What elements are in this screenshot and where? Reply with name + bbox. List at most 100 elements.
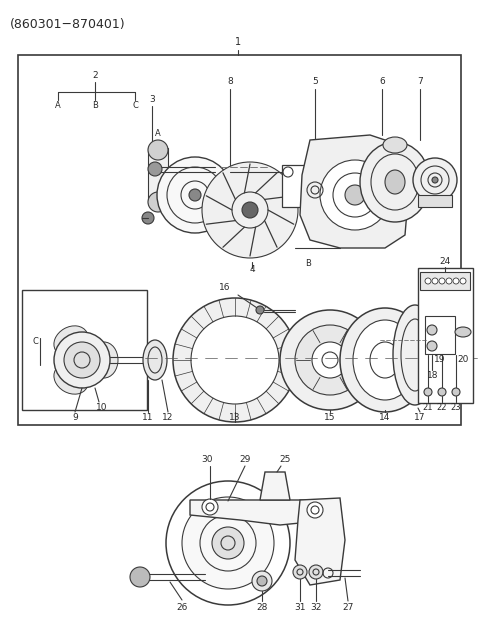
Bar: [22, 290, 147, 410]
Circle shape: [432, 177, 438, 183]
Text: 21: 21: [423, 403, 433, 413]
Text: A: A: [55, 102, 61, 110]
Circle shape: [148, 162, 162, 176]
Polygon shape: [260, 472, 290, 500]
Text: 9: 9: [72, 413, 78, 423]
Circle shape: [293, 565, 307, 579]
Text: 15: 15: [324, 413, 336, 423]
Circle shape: [182, 497, 274, 589]
Text: 14: 14: [379, 413, 391, 423]
Text: 19: 19: [434, 355, 446, 365]
Ellipse shape: [393, 305, 437, 405]
Circle shape: [256, 306, 264, 314]
Ellipse shape: [54, 326, 88, 356]
Text: C: C: [32, 338, 38, 346]
Text: 30: 30: [201, 456, 213, 464]
Text: 5: 5: [312, 78, 318, 86]
Ellipse shape: [455, 327, 471, 337]
Text: 18: 18: [427, 370, 439, 379]
Circle shape: [257, 576, 267, 586]
Circle shape: [191, 316, 279, 404]
Ellipse shape: [90, 342, 118, 378]
Circle shape: [432, 278, 438, 284]
Bar: [425, 316, 455, 354]
Circle shape: [252, 571, 272, 591]
Circle shape: [54, 332, 110, 388]
Circle shape: [242, 202, 258, 218]
Text: 20: 20: [457, 355, 468, 365]
Circle shape: [452, 388, 460, 396]
Circle shape: [148, 140, 168, 160]
Text: 22: 22: [437, 403, 447, 413]
Text: 26: 26: [176, 603, 188, 611]
Ellipse shape: [143, 340, 167, 380]
Text: 7: 7: [417, 78, 423, 86]
Text: 6: 6: [379, 78, 385, 86]
Text: 27: 27: [342, 603, 354, 611]
Circle shape: [453, 278, 459, 284]
Bar: [18, 55, 461, 425]
Ellipse shape: [340, 308, 430, 412]
Circle shape: [202, 162, 298, 258]
Circle shape: [413, 158, 457, 202]
Circle shape: [307, 502, 323, 518]
Text: 12: 12: [162, 413, 174, 423]
Text: C: C: [132, 102, 138, 110]
Circle shape: [425, 278, 431, 284]
Ellipse shape: [360, 142, 430, 222]
Text: (860301−870401): (860301−870401): [10, 18, 126, 31]
Bar: [148, 148, 168, 203]
Text: 2: 2: [92, 71, 98, 80]
Bar: [418, 268, 473, 403]
Text: 28: 28: [256, 603, 268, 611]
Circle shape: [157, 157, 233, 233]
Text: 16: 16: [219, 283, 231, 293]
Circle shape: [446, 278, 452, 284]
Text: 24: 24: [439, 257, 451, 266]
Circle shape: [345, 185, 365, 205]
Circle shape: [280, 310, 380, 410]
Text: 17: 17: [414, 413, 426, 423]
Text: 31: 31: [294, 603, 306, 611]
Text: 11: 11: [142, 413, 154, 423]
Text: 4: 4: [249, 266, 255, 274]
Text: 10: 10: [96, 403, 108, 413]
Bar: [282, 165, 337, 207]
Circle shape: [439, 278, 445, 284]
Circle shape: [460, 278, 466, 284]
Circle shape: [212, 527, 244, 559]
Text: 13: 13: [229, 413, 241, 423]
Polygon shape: [190, 500, 330, 525]
Circle shape: [438, 388, 446, 396]
Bar: [418, 195, 452, 207]
Circle shape: [309, 565, 323, 579]
Text: A: A: [155, 129, 161, 138]
Circle shape: [312, 342, 348, 378]
Ellipse shape: [383, 137, 407, 153]
Text: 25: 25: [279, 456, 291, 464]
Circle shape: [427, 325, 437, 335]
Circle shape: [148, 192, 168, 212]
Circle shape: [427, 341, 437, 351]
Circle shape: [424, 388, 432, 396]
Polygon shape: [295, 498, 345, 585]
Text: B: B: [305, 259, 311, 268]
Ellipse shape: [385, 170, 405, 194]
Circle shape: [202, 499, 218, 515]
Bar: [420, 272, 470, 290]
Circle shape: [189, 189, 201, 201]
Text: B: B: [92, 102, 98, 110]
Circle shape: [64, 342, 100, 378]
Ellipse shape: [353, 320, 417, 400]
Text: 3: 3: [149, 95, 155, 105]
Text: 1: 1: [235, 37, 241, 47]
Circle shape: [173, 298, 297, 422]
Ellipse shape: [54, 364, 88, 394]
Text: 29: 29: [240, 456, 251, 464]
Circle shape: [130, 567, 150, 587]
Circle shape: [166, 481, 290, 605]
Polygon shape: [300, 135, 410, 248]
Text: 8: 8: [227, 78, 233, 86]
Text: 32: 32: [310, 603, 322, 611]
Circle shape: [295, 325, 365, 395]
